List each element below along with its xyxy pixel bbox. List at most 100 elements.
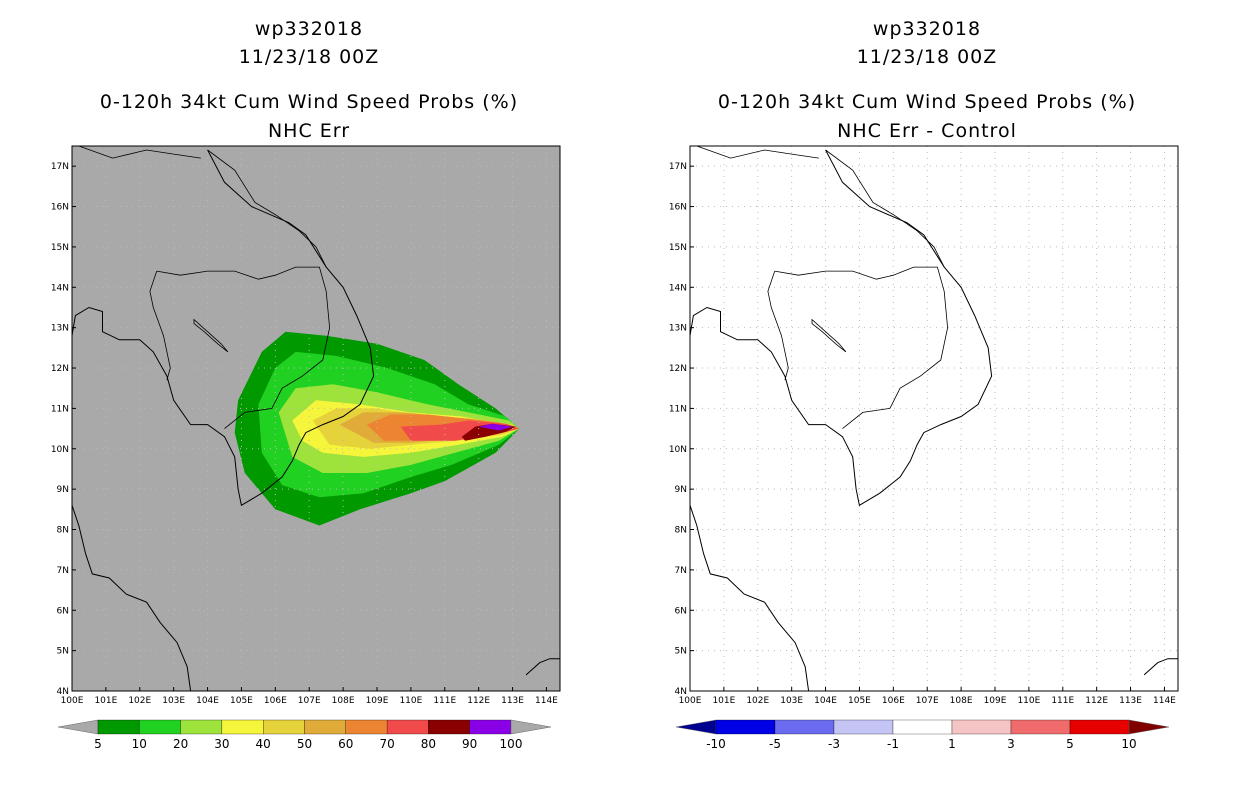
date-title: 11/23/18 00Z [238, 46, 380, 68]
border-line [156, 266, 331, 429]
colorbar-swatch [715, 719, 776, 735]
colorbar-label: 10 [132, 737, 147, 751]
colorbar-swatch [774, 719, 835, 735]
lat-tick-label: 17N [669, 162, 687, 172]
contour-90 [478, 423, 513, 431]
coastline [525, 658, 560, 676]
lon-tick-label: 101E [712, 696, 735, 706]
lon-tick-label: 112E [1085, 696, 1108, 706]
colorbar-extend-low [675, 719, 717, 735]
lon-tick-label: 106E [882, 696, 905, 706]
colorbar-label: 40 [256, 737, 271, 751]
lat-tick-label: 10N [51, 445, 69, 455]
coastline [71, 505, 192, 692]
colorbar-swatch [304, 719, 346, 735]
lat-tick-label: 14N [669, 283, 687, 293]
panel-subtitle: NHC Err [267, 120, 351, 142]
colorbar-label: 1 [948, 737, 956, 751]
map-frame [71, 145, 561, 692]
lat-tick-label: 11N [669, 404, 687, 414]
colorbar-label: -3 [828, 737, 840, 751]
lake-outline [811, 318, 847, 353]
lat-tick-label: 17N [51, 162, 69, 172]
colorbar-swatch [428, 719, 470, 735]
lat-tick-label: 11N [51, 404, 69, 414]
lon-tick-label: 104E [196, 696, 219, 706]
lat-tick-label: 15N [51, 243, 69, 253]
lon-tick-label: 113E [501, 696, 524, 706]
border-line [78, 145, 201, 159]
colorbar-label: 50 [297, 737, 312, 751]
lon-tick-label: 105E [230, 696, 253, 706]
map-frame [689, 145, 1179, 692]
coastline [689, 149, 993, 507]
lake-outline [193, 318, 229, 353]
colorbar-label: 100 [500, 737, 523, 751]
colorbar-extend-high [510, 719, 552, 735]
colorbar-swatch [469, 719, 512, 735]
colorbar-label: 3 [1007, 737, 1015, 751]
colorbar-label: -5 [769, 737, 781, 751]
product-title: 0-120h 34kt Cum Wind Speed Probs (%) [717, 91, 1137, 113]
colorbar-label: -1 [887, 737, 899, 751]
lon-tick-label: 108E [332, 696, 355, 706]
lat-tick-label: 12N [51, 364, 69, 374]
border-line [767, 270, 789, 381]
lon-tick-label: 109E [366, 696, 389, 706]
lat-tick-label: 13N [669, 324, 687, 334]
border-line [149, 270, 171, 381]
colorbar-swatch [1069, 719, 1130, 735]
lon-tick-label: 110E [399, 696, 422, 706]
lon-tick-label: 101E [94, 696, 117, 706]
lat-tick-label: 7N [57, 566, 69, 576]
colorbar-swatch [180, 719, 223, 735]
colorbar-label: -10 [706, 737, 726, 751]
product-title: 0-120h 34kt Cum Wind Speed Probs (%) [99, 91, 519, 113]
lat-tick-label: 5N [675, 647, 687, 657]
lat-tick-label: 9N [675, 485, 687, 495]
border-line [774, 266, 949, 429]
lon-tick-label: 100E [679, 696, 702, 706]
colorbar-swatch [386, 719, 429, 735]
lat-tick-label: 6N [675, 606, 687, 616]
lon-tick-label: 111E [1051, 696, 1074, 706]
colorbar-swatch [139, 719, 181, 735]
lon-tick-label: 110E [1017, 696, 1040, 706]
lon-tick-label: 112E [467, 696, 490, 706]
lon-tick-label: 107E [916, 696, 939, 706]
colorbar-extend-high [1128, 719, 1170, 735]
coastline [1143, 658, 1178, 676]
colorbar-swatch [345, 719, 388, 735]
lat-tick-label: 15N [669, 243, 687, 253]
lat-tick-label: 13N [51, 324, 69, 334]
lon-tick-label: 109E [984, 696, 1007, 706]
border-line [207, 149, 327, 268]
coastline [689, 505, 810, 692]
lon-tick-label: 104E [814, 696, 837, 706]
lat-tick-label: 12N [669, 364, 687, 374]
lon-tick-label: 108E [950, 696, 973, 706]
storm-id-title: wp332018 [872, 18, 982, 40]
colorbar-label: 5 [1066, 737, 1074, 751]
lat-tick-label: 9N [57, 485, 69, 495]
panel-nhc-err-control: wp332018 11/23/18 00Z 0-120h 34kt Cum Wi… [618, 0, 1236, 800]
colorbar-label: 90 [462, 737, 477, 751]
lon-tick-label: 105E [848, 696, 871, 706]
lon-tick-label: 103E [780, 696, 803, 706]
lon-tick-label: 114E [535, 696, 558, 706]
lat-tick-label: 16N [669, 203, 687, 213]
panel-nhc-err: wp332018 11/23/18 00Z 0-120h 34kt Cum Wi… [51, 18, 561, 751]
colorbar-label: 5 [94, 737, 102, 751]
lon-tick-label: 103E [162, 696, 185, 706]
colorbar-swatch [892, 719, 953, 735]
colorbar-swatch [1010, 719, 1071, 735]
colorbar-swatch [951, 719, 1012, 735]
colorbar-swatch [833, 719, 894, 735]
colorbar-label: 30 [214, 737, 229, 751]
storm-id-title: wp332018 [254, 18, 364, 40]
colorbar-label: 80 [421, 737, 436, 751]
lat-tick-label: 7N [675, 566, 687, 576]
lon-tick-label: 100E [61, 696, 84, 706]
lon-tick-label: 114E [1153, 696, 1176, 706]
colorbar-extend-low [57, 719, 99, 735]
